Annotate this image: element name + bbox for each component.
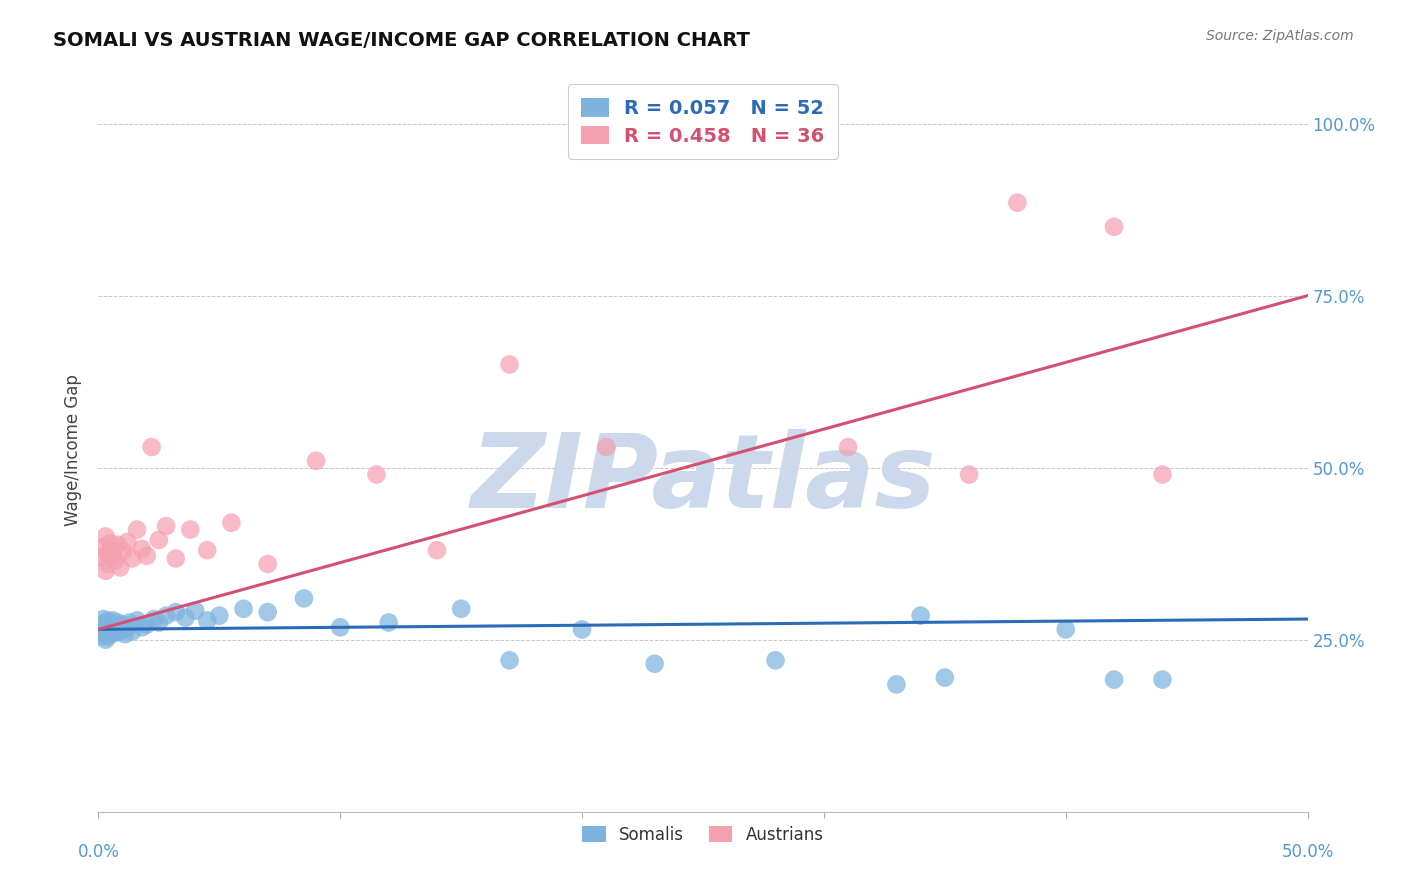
Point — [100, 624, 122, 639]
Point — [957, 467, 980, 482]
Point — [121, 551, 143, 566]
Point — [195, 614, 218, 628]
Point — [377, 615, 399, 630]
Point — [644, 657, 666, 671]
Point — [837, 440, 859, 454]
Point — [100, 617, 122, 632]
Point — [1152, 673, 1174, 687]
Point — [107, 615, 129, 630]
Point — [121, 624, 143, 639]
Point — [143, 612, 166, 626]
Point — [131, 620, 153, 634]
Point — [97, 620, 120, 634]
Point — [232, 601, 254, 615]
Point — [107, 538, 129, 552]
Point — [97, 614, 120, 628]
Point — [97, 547, 120, 561]
Point — [595, 440, 617, 454]
Point — [127, 614, 149, 628]
Point — [426, 543, 449, 558]
Text: 0.0%: 0.0% — [77, 843, 120, 861]
Point — [100, 536, 122, 550]
Point — [165, 605, 187, 619]
Point — [91, 623, 114, 637]
Point — [97, 557, 120, 571]
Point — [174, 610, 197, 624]
Point — [97, 629, 120, 643]
Point — [94, 615, 117, 630]
Point — [135, 617, 157, 632]
Point — [90, 619, 112, 633]
Point — [208, 608, 231, 623]
Point — [101, 614, 124, 628]
Point — [148, 533, 170, 547]
Point — [765, 653, 787, 667]
Point — [100, 627, 122, 641]
Point — [571, 623, 593, 637]
Point — [114, 627, 136, 641]
Point — [155, 519, 177, 533]
Point — [111, 544, 134, 558]
Text: Source: ZipAtlas.com: Source: ZipAtlas.com — [1206, 29, 1354, 43]
Point — [94, 625, 117, 640]
Point — [104, 619, 127, 633]
Point — [94, 529, 117, 543]
Point — [111, 617, 134, 632]
Point — [1152, 467, 1174, 482]
Point — [90, 550, 112, 565]
Point — [91, 540, 114, 554]
Point — [886, 677, 908, 691]
Point — [117, 620, 139, 634]
Point — [292, 591, 315, 606]
Point — [107, 623, 129, 637]
Legend: Somalis, Austrians: Somalis, Austrians — [575, 819, 831, 850]
Point — [256, 605, 278, 619]
Point — [165, 551, 187, 566]
Point — [91, 612, 114, 626]
Point — [155, 608, 177, 623]
Point — [329, 620, 352, 634]
Point — [94, 564, 117, 578]
Point — [934, 671, 956, 685]
Point — [104, 553, 127, 567]
Point — [1102, 219, 1125, 234]
Point — [101, 549, 124, 563]
Point — [910, 608, 932, 623]
Point — [1054, 623, 1077, 637]
Point — [131, 541, 153, 556]
Point — [108, 624, 131, 639]
Point — [118, 615, 141, 630]
Point — [450, 601, 472, 615]
Text: ZIPatlas: ZIPatlas — [470, 429, 936, 530]
Point — [184, 604, 207, 618]
Point — [195, 543, 218, 558]
Point — [127, 523, 149, 537]
Point — [498, 653, 520, 667]
Point — [498, 358, 520, 372]
Point — [256, 557, 278, 571]
Point — [148, 615, 170, 630]
Text: 50.0%: 50.0% — [1281, 843, 1334, 861]
Point — [305, 454, 328, 468]
Point — [100, 543, 122, 558]
Point — [94, 632, 117, 647]
Y-axis label: Wage/Income Gap: Wage/Income Gap — [65, 375, 83, 526]
Point — [104, 625, 127, 640]
Point — [221, 516, 243, 530]
Text: SOMALI VS AUSTRIAN WAGE/INCOME GAP CORRELATION CHART: SOMALI VS AUSTRIAN WAGE/INCOME GAP CORRE… — [53, 31, 751, 50]
Point — [108, 560, 131, 574]
Point — [1007, 195, 1029, 210]
Point — [135, 549, 157, 563]
Point — [117, 535, 139, 549]
Point — [90, 629, 112, 643]
Point — [101, 620, 124, 634]
Point — [141, 440, 163, 454]
Point — [366, 467, 388, 482]
Point — [179, 523, 201, 537]
Point — [1102, 673, 1125, 687]
